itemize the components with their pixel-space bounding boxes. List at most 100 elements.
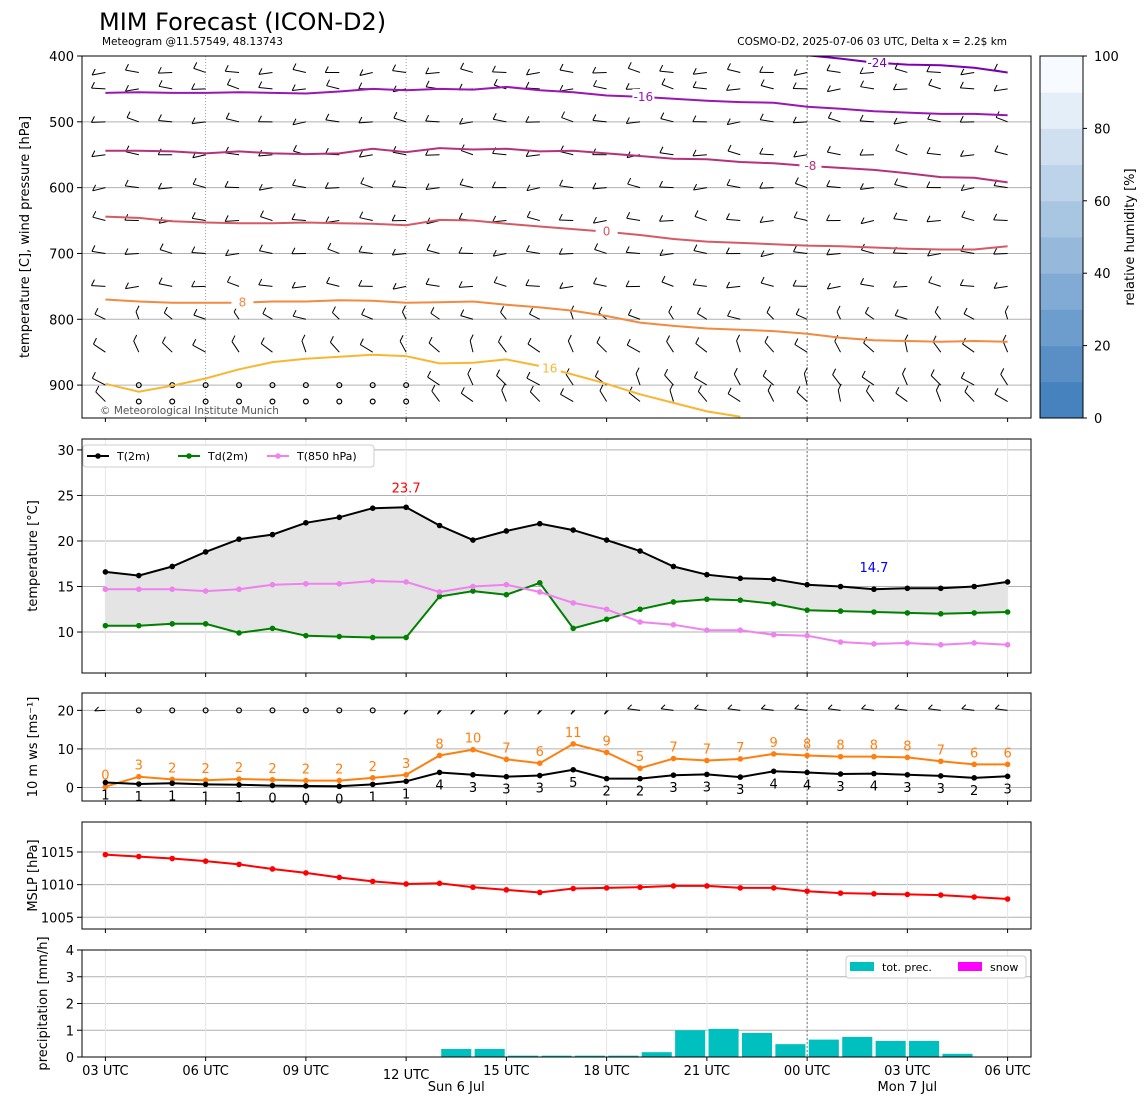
wind-barb-flag: [826, 248, 831, 256]
mslp-point: [236, 861, 242, 868]
wind-barb: [893, 121, 908, 125]
wind-barb: [91, 285, 106, 287]
wind-barb-flag: [301, 334, 306, 342]
wind-barb-flag: [627, 62, 632, 69]
wind-barb: [926, 220, 941, 223]
wind-barb: [258, 71, 273, 75]
mean-wind-value-label: 4: [770, 777, 778, 792]
time-tick-label: 00 UTC: [784, 1064, 830, 1079]
wind-barb: [425, 154, 440, 156]
wind-barb: [262, 313, 273, 320]
wind-barb: [666, 341, 674, 353]
gust-value-label: 8: [870, 739, 878, 754]
isotherm-line: [105, 147, 1008, 184]
wind-barb: [960, 154, 975, 157]
wind-barb-flag: [726, 281, 731, 289]
isotherm-label: -8: [804, 159, 816, 173]
wind-barb-flag: [659, 180, 663, 188]
wind-barb: [993, 252, 1008, 255]
wind-barb-flag: [1002, 334, 1007, 342]
wind-barb-flag: [760, 704, 766, 710]
mean-wind-value-label: 3: [536, 782, 544, 797]
wind-barb-flag: [493, 276, 498, 283]
wind-barb-flag: [963, 307, 968, 315]
time-tick-label: 21 UTC: [684, 1064, 730, 1079]
wind-barb-flag: [895, 386, 900, 394]
t850-point: [871, 641, 877, 647]
wind-barb: [961, 377, 975, 386]
wind-barb: [225, 70, 240, 73]
t2m-point: [436, 522, 443, 529]
gust-value-label: 8: [803, 737, 811, 752]
isotherm-label: -24: [867, 56, 887, 70]
wind-barb-flag: [625, 117, 630, 124]
wind-barb: [893, 285, 908, 288]
wind-barb-flag: [964, 385, 969, 392]
isotherm-line: [105, 353, 741, 418]
wind-barb: [593, 220, 607, 224]
gust-value-label: 7: [703, 743, 711, 758]
wind-barb-flag: [934, 305, 939, 313]
wind-barb-flag: [192, 177, 197, 185]
wind-mean-point: [436, 769, 443, 776]
wind-barb: [727, 315, 741, 320]
gust-value-label: 2: [201, 762, 209, 777]
wind-barb: [727, 150, 741, 156]
upper_air-ylabel: temperature [C], wind pressure [hPa]: [18, 116, 33, 358]
wind-gust-point: [436, 752, 443, 759]
calm-wind-marker: [369, 707, 376, 714]
colorbar-band: [1040, 345, 1083, 383]
td2m-point: [770, 601, 777, 607]
wind-gust-point: [570, 741, 577, 747]
wind-barb: [659, 152, 674, 156]
wind-barb: [993, 185, 1008, 189]
wind-barb: [459, 285, 473, 288]
wind-barb: [934, 311, 942, 320]
wind-barb-flag: [470, 709, 476, 715]
wind-mean-point: [102, 779, 109, 786]
wind-barb: [570, 311, 574, 320]
wind-barb: [827, 151, 841, 156]
wind-barb-flag: [329, 336, 334, 343]
wind-barb: [260, 343, 273, 353]
wind-barb-flag: [425, 114, 430, 122]
wind-barb: [726, 285, 741, 289]
wind-barb: [192, 217, 206, 222]
wind-barb-flag: [258, 81, 263, 88]
wind-mean-point: [704, 771, 710, 778]
wind-barb-flag: [425, 183, 430, 190]
wind-barb-flag: [961, 210, 966, 218]
wind-barb-flag: [331, 306, 336, 313]
wind-barb: [827, 285, 841, 290]
wind-barb: [1002, 340, 1009, 353]
wind-barb: [668, 311, 674, 320]
date-label: Mon 7 Jul: [878, 1080, 938, 1095]
gust-value-label: 9: [602, 734, 610, 749]
wind-mean-point: [670, 772, 677, 778]
colorbar-band: [1040, 56, 1083, 93]
t2m-point: [637, 548, 643, 554]
legend-marker: [95, 453, 101, 459]
wind-barb-flag: [92, 184, 97, 192]
mslp-point: [904, 891, 911, 898]
wind-mean-point: [470, 771, 476, 778]
wind-barb-flag: [727, 387, 732, 394]
wind-gust-point: [737, 756, 744, 762]
isotherm-label-bg: [595, 223, 618, 238]
mslp-ytick-label: 1010: [41, 879, 74, 894]
wind-barb-flag: [859, 183, 864, 190]
wind-barb-flag: [697, 385, 702, 392]
precip-bar: [808, 1039, 839, 1057]
wind-barb-flag: [225, 112, 230, 119]
mean-wind-value-label: 0: [302, 792, 310, 807]
wind-barb: [561, 117, 574, 123]
td2m-point: [303, 632, 309, 639]
wind-barb-flag: [696, 307, 701, 314]
wind-barb-flag: [726, 178, 731, 186]
wind-barb-flag: [726, 84, 731, 91]
wind-barb: [895, 149, 908, 156]
temperature-ylabel: temperature [°C]: [26, 500, 41, 612]
wind-barb: [767, 390, 775, 402]
wind-barb: [427, 376, 440, 386]
